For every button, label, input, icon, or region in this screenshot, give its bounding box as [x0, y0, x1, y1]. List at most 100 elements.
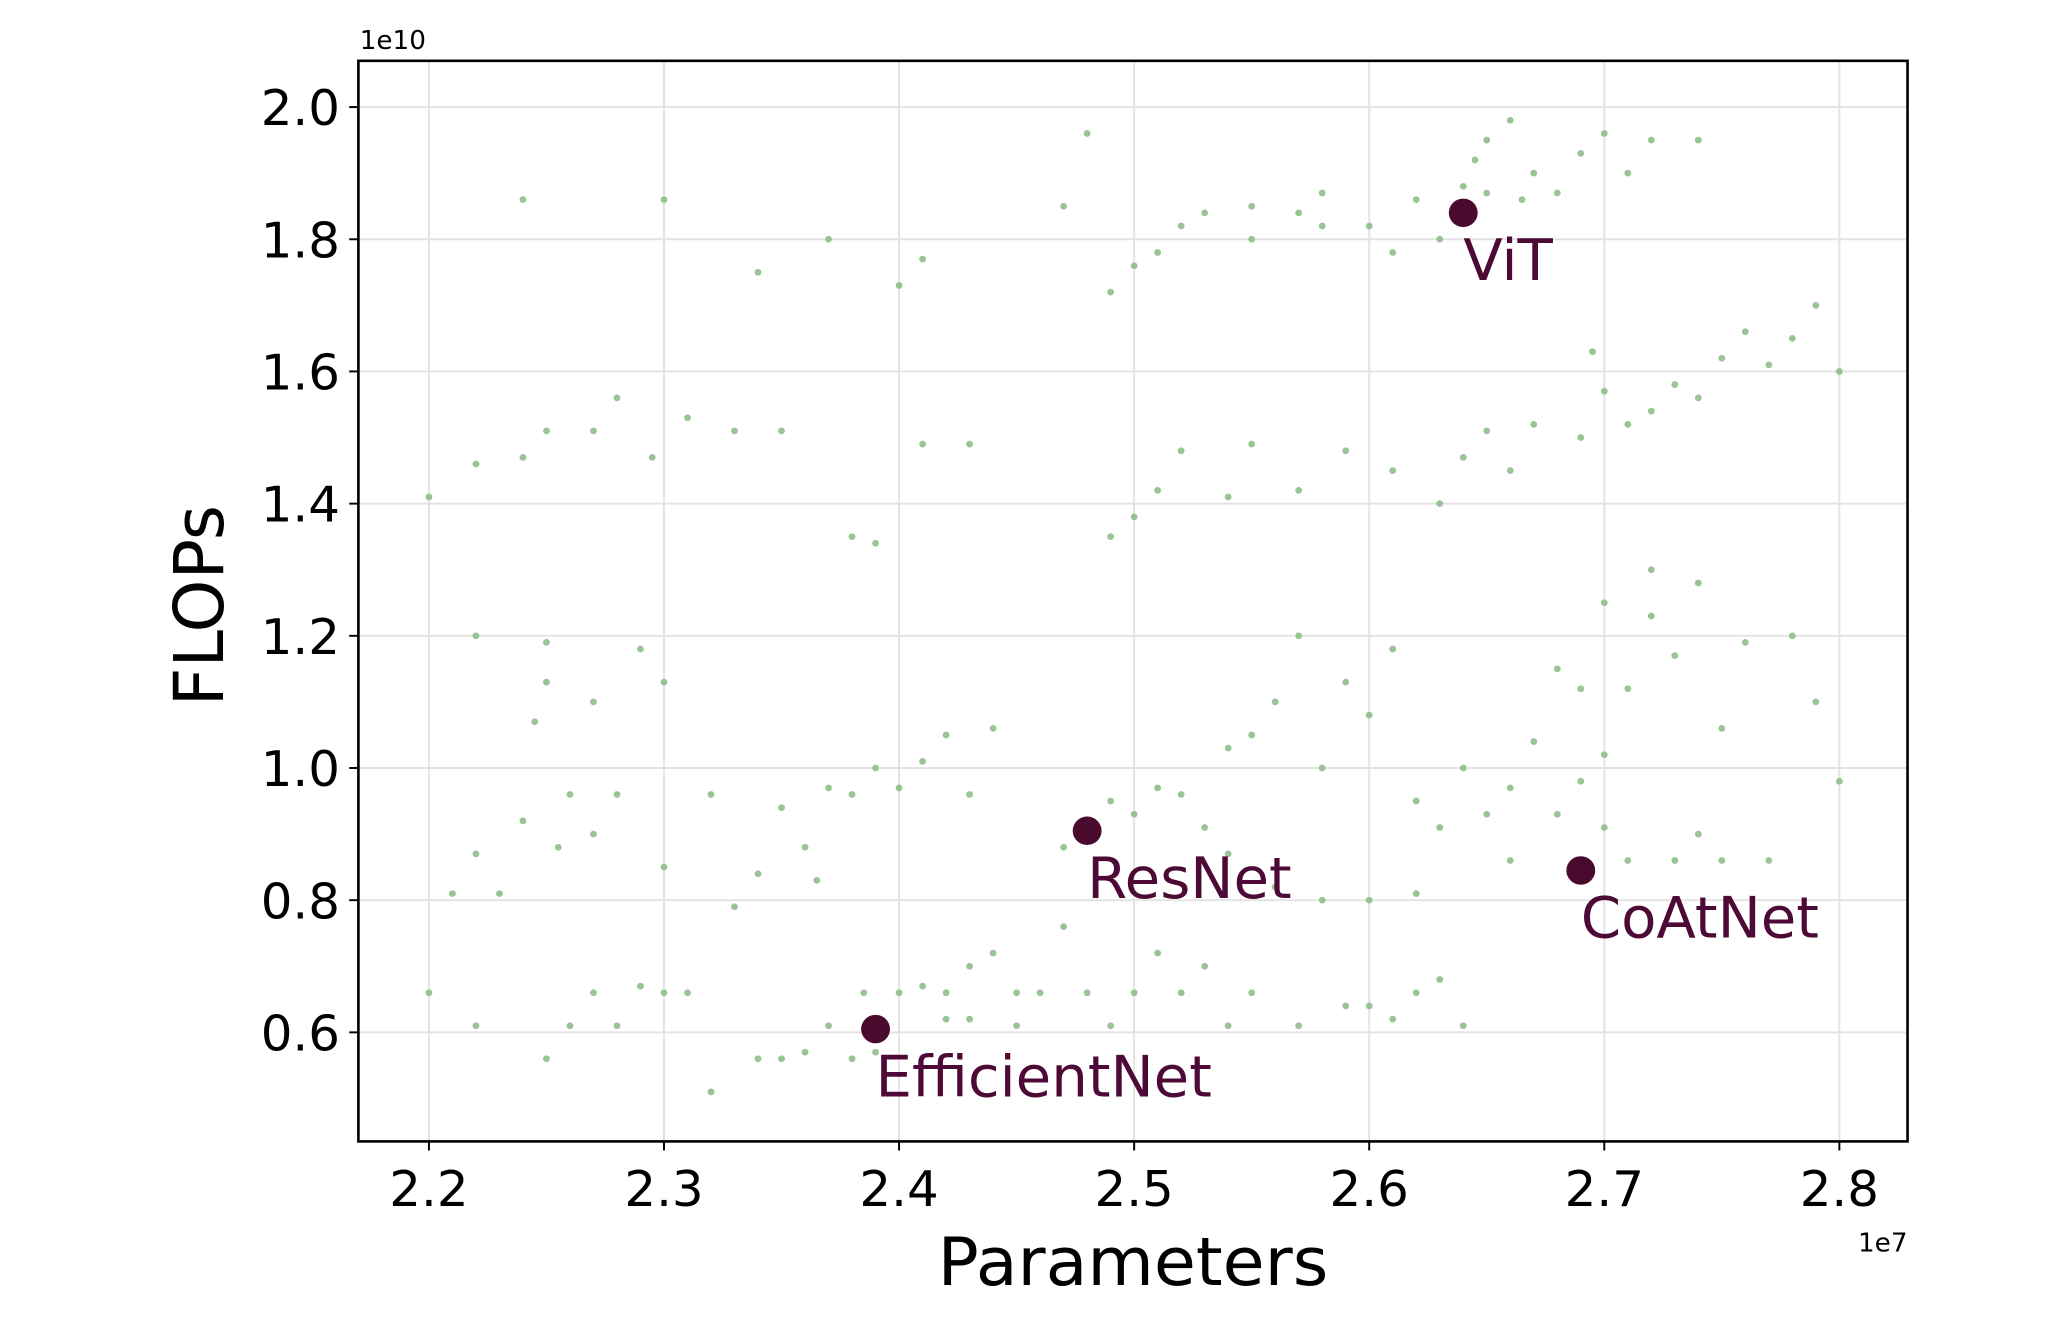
scatter-point [543, 427, 550, 435]
scatter-point [519, 454, 527, 461]
scatter-point [1365, 896, 1373, 904]
highlight-label: EfficientNet [876, 1044, 1212, 1111]
plot-frame [357, 59, 1909, 1143]
scatter-point [1718, 354, 1726, 362]
scatter-point [1248, 440, 1256, 448]
scatter-point [1436, 976, 1444, 983]
scatter-point [1600, 130, 1608, 137]
scatter-point [1107, 288, 1115, 296]
scatter-point [1107, 533, 1115, 541]
scatter-point [425, 989, 433, 997]
scatter-point [543, 639, 550, 646]
scatter-point [1694, 394, 1702, 402]
scatter-point [1130, 262, 1138, 270]
x-tick-label: 2.7 [1565, 1160, 1644, 1218]
x-tick-label: 2.5 [1094, 1160, 1173, 1218]
scatter-point [1530, 169, 1538, 177]
scatter-point [1647, 136, 1655, 144]
y-tick-label: 0.6 [261, 1005, 340, 1063]
scatter-point [1318, 896, 1326, 904]
scatter-point [637, 982, 644, 990]
scatter-point [989, 724, 997, 732]
x-tick-label: 2.4 [859, 1160, 938, 1218]
scatter-point [1553, 665, 1561, 673]
y-offset-label: 1e10 [360, 26, 426, 56]
scatter-point [1835, 368, 1843, 375]
scatter-point [731, 903, 738, 911]
scatter-point [1412, 797, 1420, 805]
scatter-point [1412, 890, 1420, 897]
scatter-point [1318, 222, 1326, 230]
scatter-point [1600, 751, 1608, 759]
scatter-point [848, 533, 856, 541]
scatter-point [1788, 632, 1796, 640]
scatter-point [1624, 685, 1632, 693]
x-axis-label: Parameters [938, 1223, 1329, 1301]
scatter-point [895, 282, 903, 289]
scatter-point [1436, 235, 1444, 243]
scatter-point [472, 850, 480, 858]
y-tick-label: 1.8 [261, 212, 340, 270]
scatter-point [1224, 850, 1232, 858]
scatter-point [966, 440, 974, 448]
highlight-label: ViT [1463, 228, 1554, 295]
scatter-point [1553, 810, 1561, 818]
scatter-point [660, 863, 668, 871]
scatter-point [1365, 711, 1373, 719]
scatter-point [707, 791, 715, 798]
scatter-point [1271, 698, 1279, 706]
scatter-point [1483, 810, 1491, 818]
scatter-point [942, 989, 950, 997]
scatter-point [1765, 361, 1773, 369]
scatter-point [1177, 989, 1185, 997]
scatter-point [1741, 639, 1749, 646]
scatter-point [1600, 599, 1608, 607]
scatter-point [825, 1022, 832, 1030]
scatter-point [1647, 407, 1655, 415]
scatter-point [1577, 777, 1585, 785]
scatter-point [919, 255, 926, 263]
scatter-point [778, 427, 785, 435]
scatter-point [1177, 222, 1185, 230]
scatter-point [1624, 169, 1632, 177]
y-tick-label: 1.4 [261, 476, 340, 534]
scatter-point [1553, 189, 1561, 197]
scatter-point [566, 1022, 574, 1030]
scatter-point [1224, 493, 1232, 501]
scatter-point [1506, 116, 1514, 124]
scatter-point [1177, 791, 1185, 798]
scatter-point [1459, 764, 1467, 772]
x-ticks: 2.2 2.3 2.4 2.5 2.6 2.7 2.8 [389, 1141, 1879, 1218]
scatter-point [731, 427, 738, 435]
scatter-point [1013, 989, 1021, 997]
scatter-point [1483, 189, 1491, 197]
scatter-point [472, 1022, 480, 1030]
grid [358, 60, 1908, 1142]
scatter-point [801, 843, 809, 851]
scatter-point [895, 989, 903, 997]
scatter-point [919, 758, 926, 765]
scatter-point [472, 632, 480, 640]
scatter-point [1389, 645, 1397, 653]
scatter-point [848, 791, 856, 798]
scatter-point [1060, 202, 1068, 210]
scatter-point [590, 830, 597, 838]
scatter-point [778, 804, 785, 812]
y-ticks: 0.6 0.8 1.0 1.2 1.4 1.6 1.8 2.0 [261, 80, 359, 1063]
cloud-points [425, 116, 1843, 1096]
scatter-point [1130, 989, 1138, 997]
scatter-point [1365, 222, 1373, 230]
scatter-point [1506, 467, 1514, 474]
scatter-point [1577, 685, 1585, 693]
scatter-point [1812, 301, 1820, 309]
scatter-point [1342, 447, 1350, 455]
scatter-point [872, 539, 879, 547]
y-axis-label: FLOPs [160, 505, 240, 706]
scatter-point [449, 890, 456, 897]
scatter-point [1083, 989, 1091, 997]
scatter-point [1177, 447, 1185, 455]
scatter-point [989, 949, 997, 957]
scatter-point [1436, 824, 1444, 831]
scatter-point [1271, 883, 1279, 891]
scatter-point [519, 196, 527, 203]
